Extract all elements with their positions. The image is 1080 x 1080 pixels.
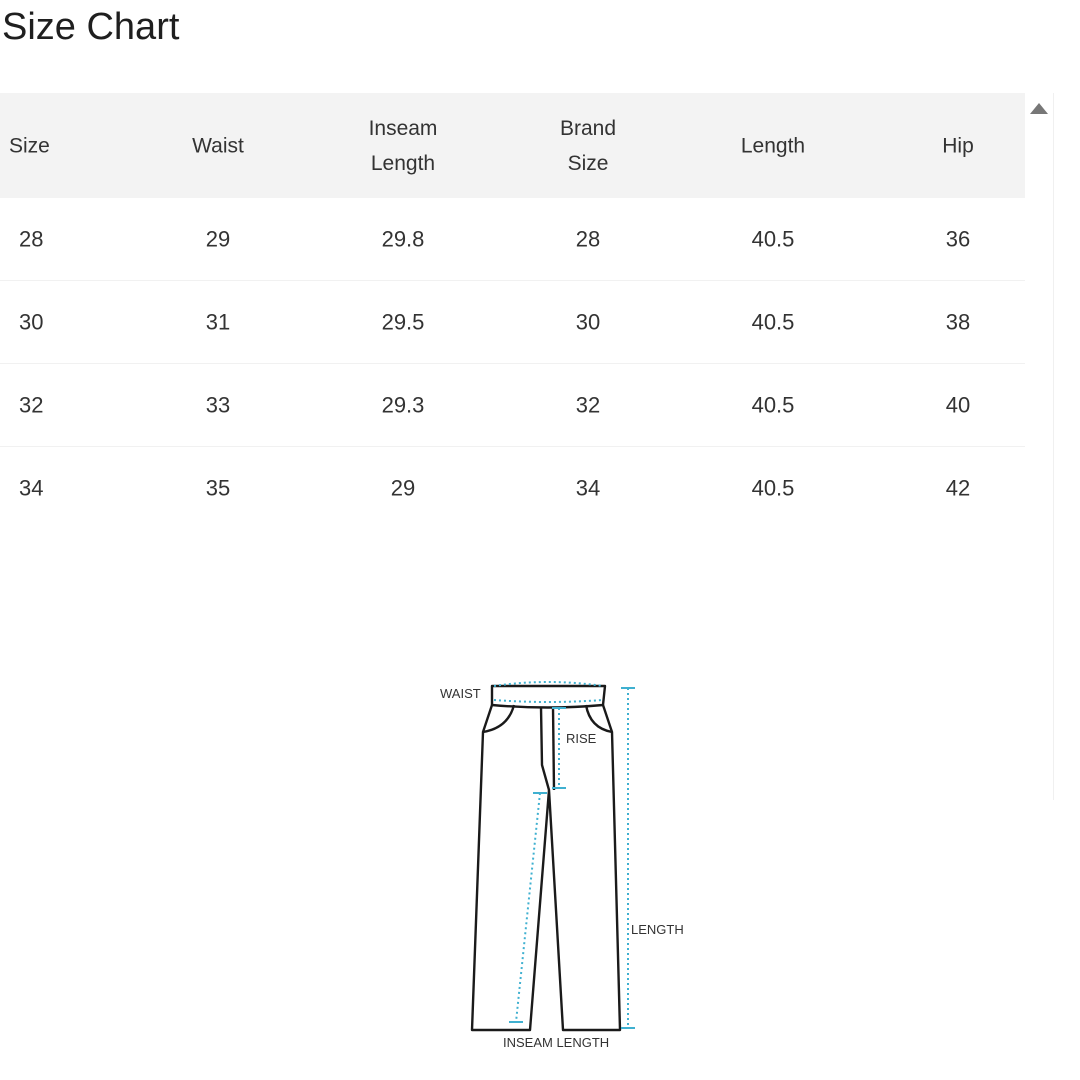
cell-hip: 38 xyxy=(945,309,971,335)
label-waist: WAIST xyxy=(440,686,481,701)
cell-size: 30 xyxy=(19,309,44,335)
cell-hip: 42 xyxy=(945,475,971,501)
page-title: Size Chart xyxy=(2,6,180,48)
header-waist: Waist xyxy=(192,134,244,158)
table-row: 32 33 29.3 32 40.5 40 xyxy=(0,364,1025,447)
cell-size: 34 xyxy=(19,475,44,501)
label-rise: RISE xyxy=(566,731,597,746)
cell-length: 40.5 xyxy=(751,226,795,252)
cell-brand-size: 30 xyxy=(575,309,601,335)
cell-length: 40.5 xyxy=(751,392,795,418)
cell-size: 28 xyxy=(19,226,44,252)
size-table: Size Waist Inseam Length Brand Size Leng… xyxy=(0,93,1025,529)
header-hip: Hip xyxy=(942,134,974,158)
table-header: Size Waist Inseam Length Brand Size Leng… xyxy=(0,93,1025,198)
scrollbar[interactable] xyxy=(1025,93,1054,800)
cell-hip: 40 xyxy=(945,392,971,418)
label-length: LENGTH xyxy=(631,922,684,937)
cell-length: 40.5 xyxy=(751,475,795,501)
cell-inseam-length: 29 xyxy=(390,475,416,501)
cell-waist: 31 xyxy=(205,309,231,335)
measure-ticks xyxy=(509,687,635,1029)
cell-waist: 29 xyxy=(205,226,231,252)
cell-inseam-length: 29.3 xyxy=(381,392,425,418)
cell-waist: 33 xyxy=(205,392,231,418)
cell-inseam-length: 29.5 xyxy=(381,309,425,335)
header-brand-size: Brand Size xyxy=(559,117,617,175)
pants-outline xyxy=(470,684,622,1032)
table-row: 28 29 29.8 28 40.5 36 xyxy=(0,198,1025,281)
cell-length: 40.5 xyxy=(751,309,795,335)
cell-size: 32 xyxy=(19,392,44,418)
table-row: 34 35 29 34 40.5 42 xyxy=(0,447,1025,529)
cell-inseam-length: 29.8 xyxy=(381,226,425,252)
cell-hip: 36 xyxy=(945,226,971,252)
label-inseam-length: INSEAM LENGTH xyxy=(503,1035,609,1050)
header-inseam-length: Inseam Length xyxy=(368,117,438,175)
cell-waist: 35 xyxy=(205,475,231,501)
header-length: Length xyxy=(740,134,806,158)
pants-measurement-diagram: WAIST RISE LENGTH INSEAM LENGTH xyxy=(430,670,710,1060)
header-size: Size xyxy=(9,134,50,158)
cell-brand-size: 34 xyxy=(575,475,601,501)
scroll-up-arrow-icon[interactable] xyxy=(1030,103,1048,114)
measure-lines xyxy=(493,681,629,1028)
cell-brand-size: 28 xyxy=(575,226,601,252)
table-row: 30 31 29.5 30 40.5 38 xyxy=(0,281,1025,364)
cell-brand-size: 32 xyxy=(575,392,601,418)
